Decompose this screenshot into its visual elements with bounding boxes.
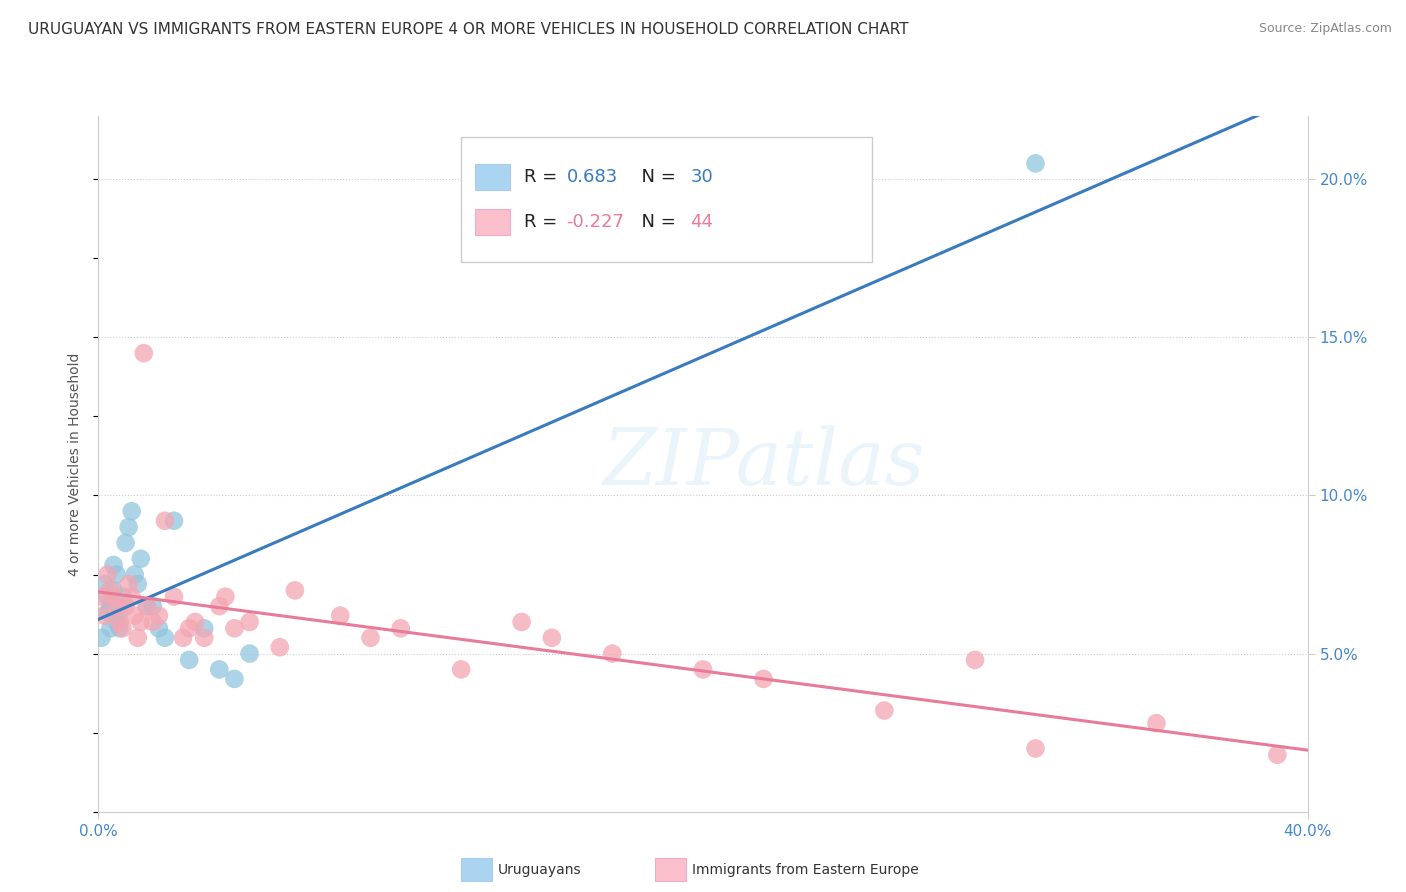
Point	[284, 583, 307, 598]
Point	[153, 514, 176, 528]
Point	[118, 520, 141, 534]
Point	[135, 599, 157, 614]
Point	[142, 615, 165, 629]
Point	[163, 514, 186, 528]
Point	[269, 640, 291, 655]
Y-axis label: 4 or more Vehicles in Household: 4 or more Vehicles in Household	[69, 352, 83, 575]
Point	[100, 599, 122, 614]
Point	[111, 621, 134, 635]
Point	[124, 567, 146, 582]
Point	[208, 599, 231, 614]
Point	[114, 599, 136, 614]
Point	[224, 621, 246, 635]
Text: N =: N =	[630, 213, 682, 231]
Text: Source: ZipAtlas.com: Source: ZipAtlas.com	[1258, 22, 1392, 36]
Point	[214, 590, 236, 604]
Point	[129, 615, 152, 629]
Text: -0.227: -0.227	[567, 213, 624, 231]
Point	[127, 577, 149, 591]
Point	[184, 615, 207, 629]
Point	[132, 346, 155, 360]
Point	[93, 577, 115, 591]
Text: ZIPatlas: ZIPatlas	[602, 425, 925, 502]
Point	[121, 590, 143, 604]
Point	[239, 615, 262, 629]
Text: 30: 30	[690, 168, 713, 186]
Point	[129, 551, 152, 566]
Point	[179, 621, 201, 635]
Point	[389, 621, 412, 635]
Point	[510, 615, 533, 629]
Point	[602, 647, 624, 661]
Point	[179, 653, 201, 667]
Text: R =: R =	[524, 168, 564, 186]
Point	[127, 631, 149, 645]
Point	[450, 662, 472, 676]
Text: URUGUAYAN VS IMMIGRANTS FROM EASTERN EUROPE 4 OR MORE VEHICLES IN HOUSEHOLD CORR: URUGUAYAN VS IMMIGRANTS FROM EASTERN EUR…	[28, 22, 908, 37]
Text: N =: N =	[630, 168, 682, 186]
Point	[108, 606, 131, 620]
Point	[1267, 747, 1289, 762]
Point	[193, 621, 215, 635]
Point	[121, 504, 143, 518]
Point	[108, 621, 131, 635]
Point	[1024, 156, 1046, 170]
Point	[208, 662, 231, 676]
Point	[90, 590, 112, 604]
Point	[329, 608, 352, 623]
Point	[111, 590, 134, 604]
Point	[692, 662, 714, 676]
Point	[103, 583, 125, 598]
Point	[114, 536, 136, 550]
Point	[135, 599, 157, 614]
Point	[103, 558, 125, 572]
Text: 44: 44	[690, 213, 713, 231]
Point	[105, 599, 128, 614]
Point	[752, 672, 775, 686]
Point	[96, 567, 118, 582]
Point	[360, 631, 382, 645]
Point	[172, 631, 194, 645]
Point	[965, 653, 987, 667]
Point	[873, 704, 896, 718]
Point	[105, 615, 128, 629]
Text: R =: R =	[524, 213, 564, 231]
Point	[90, 631, 112, 645]
Point	[540, 631, 562, 645]
Point	[96, 606, 118, 620]
Point	[124, 608, 146, 623]
Point	[193, 631, 215, 645]
Point	[239, 647, 262, 661]
Point	[100, 621, 122, 635]
Point	[105, 567, 128, 582]
Point	[103, 590, 125, 604]
Point	[118, 577, 141, 591]
Point	[100, 583, 122, 598]
Text: Immigrants from Eastern Europe: Immigrants from Eastern Europe	[692, 863, 918, 877]
Point	[148, 608, 170, 623]
Text: Uruguayans: Uruguayans	[498, 863, 581, 877]
Point	[163, 590, 186, 604]
Point	[96, 590, 118, 604]
Text: 0.683: 0.683	[567, 168, 617, 186]
Point	[1024, 741, 1046, 756]
Point	[148, 621, 170, 635]
Point	[153, 631, 176, 645]
Point	[224, 672, 246, 686]
Point	[1144, 716, 1167, 731]
Point	[142, 599, 165, 614]
Point	[93, 608, 115, 623]
Point	[108, 615, 131, 629]
